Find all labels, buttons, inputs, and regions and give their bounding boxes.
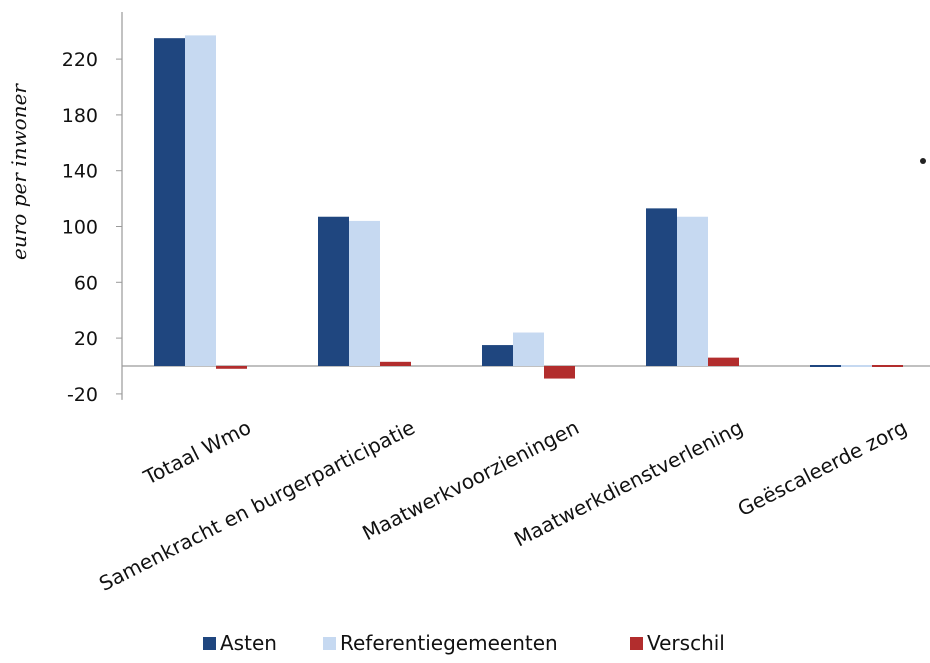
bar-verschil-2 xyxy=(380,361,411,366)
bar-asten-4 xyxy=(646,208,677,366)
bar-referentiegemeenten-5 xyxy=(841,365,872,367)
bar-referentiegemeenten-2 xyxy=(349,220,380,366)
y-tick-labels: 220 180 140 100 60 20 -20 xyxy=(62,49,98,406)
legend-label-verschil: Verschil xyxy=(647,631,725,655)
bar-verschil-1 xyxy=(216,366,247,369)
bar-referentiegemeenten-1 xyxy=(185,35,216,366)
y-tick-label: -20 xyxy=(67,384,98,406)
y-tick-label: 220 xyxy=(62,49,98,71)
category-label: Geëscaleerde zorg xyxy=(734,415,911,521)
stray-bullet-mark xyxy=(920,158,926,164)
legend-swatch-verschil xyxy=(630,637,643,650)
legend-swatch-referentiegemeenten xyxy=(323,637,336,650)
y-tick-label: 100 xyxy=(62,217,98,239)
bar-referentiegemeenten-3 xyxy=(513,332,544,366)
y-tick-label: 140 xyxy=(62,161,98,183)
category-label: Samenkracht en burgerparticipatie xyxy=(95,415,419,596)
bar-verschil-5 xyxy=(872,365,903,367)
legend-label-referentiegemeenten: Referentiegemeenten xyxy=(340,631,558,655)
bar-referentiegemeenten-4 xyxy=(677,216,708,366)
bars xyxy=(154,35,903,379)
bar-asten-5 xyxy=(810,365,841,367)
bar-asten-2 xyxy=(318,216,349,366)
category-label: Totaal Wmo xyxy=(139,415,255,490)
y-tick-label: 20 xyxy=(74,328,98,350)
y-tick-label: 60 xyxy=(74,272,98,294)
bar-verschil-3 xyxy=(544,366,575,379)
legend-swatch-asten xyxy=(203,637,216,650)
bar-verschil-4 xyxy=(708,357,739,366)
y-axis-label: euro per inwoner xyxy=(7,83,31,260)
bar-asten-3 xyxy=(482,345,513,366)
legend: Asten Referentiegemeenten Verschil xyxy=(203,631,725,655)
bar-asten-1 xyxy=(154,38,185,367)
y-tick-label: 180 xyxy=(62,105,98,127)
legend-label-asten: Asten xyxy=(220,631,277,655)
